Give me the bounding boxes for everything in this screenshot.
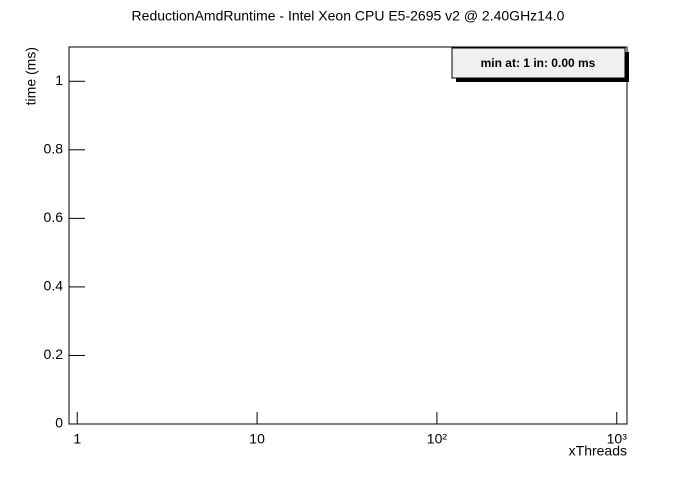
annotation-box xyxy=(451,47,626,79)
x-tick-label: 10 xyxy=(249,431,265,447)
x-tick-label: 1 xyxy=(73,431,81,447)
x-tick-label: 10² xyxy=(427,431,448,447)
x-axis-label: xThreads xyxy=(569,443,627,459)
y-tick-label: 0 xyxy=(55,415,63,431)
y-tick-label: 0.2 xyxy=(44,346,64,362)
annotation: min at: 1 in: 0.00 ms xyxy=(481,56,596,70)
y-tick-label: 0.8 xyxy=(44,141,64,157)
x-tick-label: 10³ xyxy=(607,431,628,447)
y-tick-label: 0.6 xyxy=(44,209,64,225)
y-axis-label: time (ms) xyxy=(23,47,39,105)
y-tick-label: 0.4 xyxy=(44,278,64,294)
chart-title: ReductionAmdRuntime - Intel Xeon CPU E5-… xyxy=(132,8,565,24)
plot-frame xyxy=(68,46,628,425)
y-tick-label: 1 xyxy=(55,72,63,88)
